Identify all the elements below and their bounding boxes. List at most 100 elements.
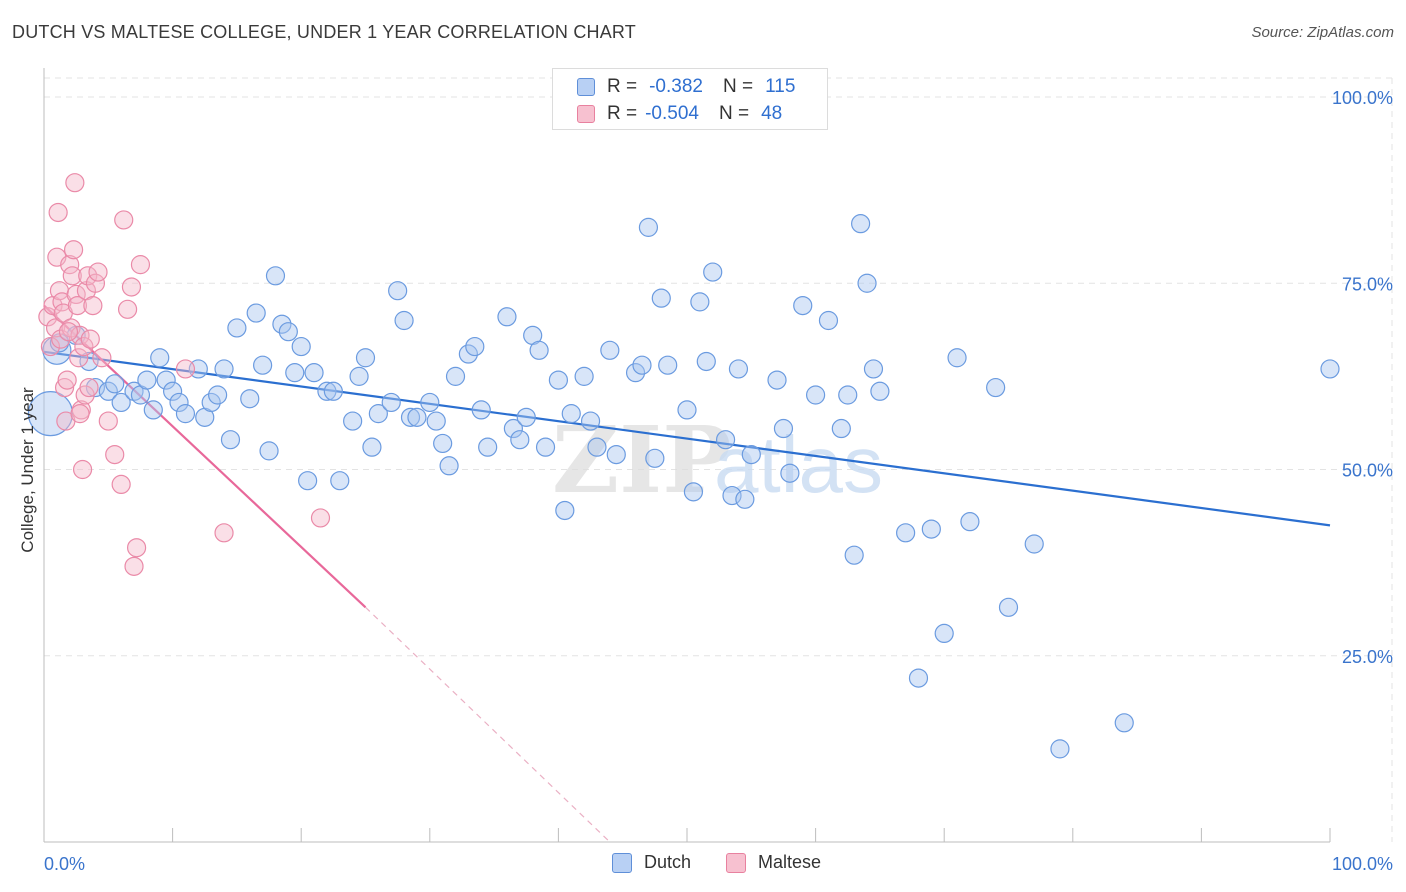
dutch-point xyxy=(355,348,376,368)
r-label: R = xyxy=(607,103,638,124)
dutch-point xyxy=(465,336,485,357)
dutch-point xyxy=(921,519,941,539)
dutch-point xyxy=(343,411,363,431)
dutch-point xyxy=(638,217,659,237)
dutch-point xyxy=(722,485,742,506)
dutch-point xyxy=(780,463,800,483)
dutch-point xyxy=(986,377,1006,398)
dutch-point xyxy=(394,310,414,331)
maltese-point xyxy=(38,307,58,327)
x-tick-label: 100.0% xyxy=(1332,854,1393,874)
dutch-point xyxy=(863,359,884,379)
dutch-point xyxy=(105,374,125,394)
dutch-point xyxy=(741,445,761,465)
dutch-point xyxy=(85,377,106,398)
r-label: R = xyxy=(607,76,638,97)
maltese-point xyxy=(70,325,90,345)
maltese-point xyxy=(74,336,94,357)
dutch-point xyxy=(169,392,189,413)
dutch-point xyxy=(831,418,851,439)
dutch-point xyxy=(728,359,749,379)
legend-label-maltese: Maltese xyxy=(758,852,822,872)
legend-swatch-dutch xyxy=(612,852,632,873)
dutch-point xyxy=(208,385,228,405)
dutch-point xyxy=(227,318,247,338)
stats-row-maltese: R = -0.504 N = 48 xyxy=(553,101,782,127)
n-label: N = xyxy=(722,76,754,97)
dutch-point xyxy=(908,668,929,688)
dutch-point xyxy=(503,418,523,439)
dutch-point xyxy=(285,363,305,383)
dutch-point xyxy=(844,545,864,565)
maltese-point xyxy=(111,474,131,494)
legend-item-maltese[interactable]: Maltese xyxy=(726,852,821,873)
dutch-point xyxy=(272,314,292,334)
dutch-point xyxy=(960,512,980,532)
maltese-point xyxy=(65,173,85,193)
dutch-point xyxy=(587,437,607,457)
dutch-point xyxy=(163,381,183,401)
dutch-point xyxy=(259,441,279,461)
dutch-point xyxy=(445,366,466,386)
dutch-point xyxy=(606,445,626,465)
legend-item-dutch[interactable]: Dutch xyxy=(612,852,691,873)
dutch-point xyxy=(696,351,716,372)
maltese-point xyxy=(79,377,99,398)
maltese-point xyxy=(175,359,196,379)
dutch-point xyxy=(632,355,652,375)
legend-label-dutch: Dutch xyxy=(644,852,692,872)
maltese-point xyxy=(72,459,93,480)
dutch-point xyxy=(240,389,260,409)
maltese-point xyxy=(45,318,66,338)
n-value: 48 xyxy=(761,103,783,124)
dutch-point xyxy=(98,381,118,401)
n-label: N = xyxy=(718,103,750,124)
maltese-point xyxy=(310,508,331,528)
maltese-point xyxy=(83,296,103,316)
maltese-point xyxy=(70,404,90,424)
dutch-point xyxy=(349,366,369,386)
dutch-point xyxy=(934,623,954,644)
dutch-point xyxy=(838,385,858,405)
dutch-point xyxy=(793,296,813,316)
dutch-point xyxy=(735,489,755,509)
maltese-point xyxy=(98,411,118,431)
dutch-point xyxy=(79,351,99,372)
dutch-point xyxy=(1114,713,1134,733)
maltese-point xyxy=(58,322,79,342)
maltese-point xyxy=(69,348,89,368)
y-tick-label: 100.0% xyxy=(1332,88,1393,108)
dutch-point xyxy=(143,400,163,420)
maltese-point xyxy=(117,299,138,319)
dutch-point xyxy=(304,363,324,383)
dutch-point xyxy=(625,363,646,383)
maltese-point xyxy=(114,210,134,230)
dutch-point xyxy=(998,597,1019,617)
dutch-point xyxy=(535,437,556,457)
dutch-point xyxy=(548,370,569,390)
r-value: -0.382 xyxy=(649,76,703,97)
maltese-point xyxy=(105,445,125,465)
dutch-point xyxy=(690,292,710,312)
maltese-trend-extension xyxy=(365,606,611,843)
dutch-point xyxy=(400,407,421,427)
dutch-point xyxy=(683,482,704,502)
dutch-point xyxy=(407,407,427,427)
maltese-point xyxy=(63,240,84,260)
dutch-point xyxy=(433,433,453,454)
dutch-point xyxy=(214,359,234,379)
dutch-trend-line xyxy=(43,350,1331,527)
dutch-point xyxy=(1050,739,1070,759)
n-value: 115 xyxy=(765,76,796,97)
dutch-point xyxy=(896,523,916,543)
r-value: -0.504 xyxy=(645,103,699,124)
legend: Dutch Maltese xyxy=(0,852,1406,876)
maltese-point xyxy=(67,296,88,316)
y-tick-label: 25.0% xyxy=(1342,647,1393,667)
dutch-point xyxy=(111,392,131,413)
source-label: Source: ZipAtlas.com xyxy=(1251,24,1394,41)
y-tick-label: 50.0% xyxy=(1342,461,1393,481)
dutch-point xyxy=(561,404,581,424)
dutch-point xyxy=(426,411,446,431)
